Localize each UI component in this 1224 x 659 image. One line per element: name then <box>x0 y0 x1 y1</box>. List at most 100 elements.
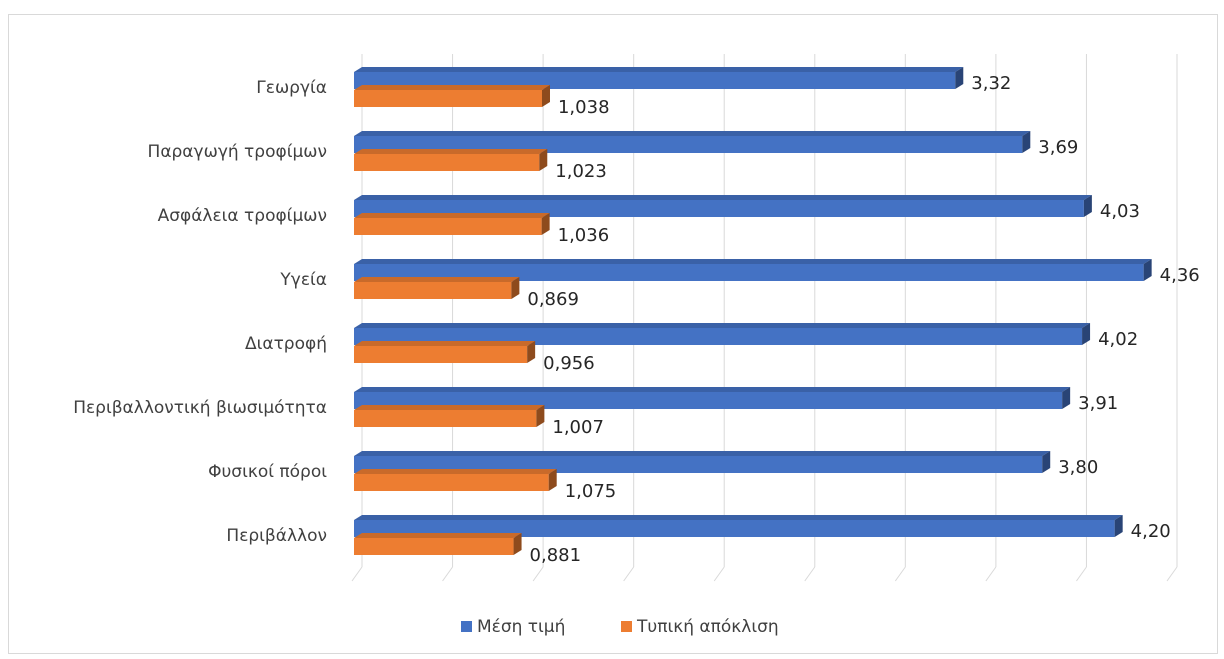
bar-face <box>354 328 1083 345</box>
bar-face <box>354 72 956 89</box>
bar-face <box>354 200 1084 217</box>
gridline-floor <box>894 566 906 582</box>
data-label: 1,036 <box>558 225 610 246</box>
bar-face <box>354 410 537 427</box>
bar-side <box>527 341 536 363</box>
bar-side <box>1022 131 1031 153</box>
legend-swatch <box>461 621 472 632</box>
bar-mean <box>354 195 1092 217</box>
bar-std <box>354 149 548 171</box>
bar-face <box>354 264 1144 281</box>
bar-face <box>354 136 1023 153</box>
bar-mean <box>354 515 1123 537</box>
gridline-floor <box>1166 566 1178 582</box>
data-label: 3,32 <box>971 73 1011 94</box>
bar-mean <box>354 259 1152 281</box>
gridline-floor <box>713 566 725 582</box>
bar-mean <box>354 451 1051 473</box>
bar-top <box>354 259 1152 264</box>
bar-std <box>354 213 550 235</box>
bar-top <box>354 387 1071 392</box>
category-label: Περιβαλλοντική βιωσιμότητα <box>73 398 327 418</box>
data-label: 0,881 <box>530 545 582 566</box>
bar-face <box>354 282 512 299</box>
bar-top <box>354 451 1051 456</box>
bar-face <box>354 154 540 171</box>
gridline-floor <box>804 566 816 582</box>
gridline-floor <box>623 566 635 582</box>
bar-std <box>354 277 520 299</box>
legend-label: Μέση τιμή <box>477 617 565 637</box>
bar-top <box>354 341 536 346</box>
data-label: 0,956 <box>543 353 595 374</box>
bar-std <box>354 85 550 107</box>
data-label: 4,20 <box>1131 521 1171 542</box>
bar-face <box>354 538 514 555</box>
bar-std <box>354 341 536 363</box>
bar-face <box>354 456 1043 473</box>
bar-face <box>354 346 528 363</box>
bar-top <box>354 67 964 72</box>
bar-top <box>354 85 550 90</box>
data-label: 0,869 <box>527 289 579 310</box>
legend-swatch <box>621 621 632 632</box>
category-label: Γεωργία <box>256 78 327 98</box>
data-label: 3,69 <box>1038 137 1078 158</box>
bar-mean <box>354 67 964 89</box>
data-label: 1,007 <box>552 417 604 438</box>
bar-top <box>354 323 1091 328</box>
bar-face <box>354 474 549 491</box>
bar-top <box>354 213 550 218</box>
chart-frame: Γεωργία 3,32 1,038 Παραγωγή τροφίμων 3,69 1,0… <box>8 14 1218 654</box>
bar-side <box>536 405 545 427</box>
data-label: 3,91 <box>1078 393 1118 414</box>
bar-side <box>1083 195 1092 217</box>
bar-side <box>955 67 964 89</box>
bar-side <box>1042 451 1051 473</box>
bar-top <box>354 149 548 154</box>
bar-std <box>354 405 545 427</box>
bar-face <box>354 90 542 107</box>
category-label: Παραγωγή τροφίμων <box>148 142 327 162</box>
bar-top <box>354 131 1031 136</box>
data-label: 3,80 <box>1058 457 1098 478</box>
bar-side <box>511 277 520 299</box>
bar-side <box>541 85 550 107</box>
category-label: Περιβάλλον <box>226 526 327 546</box>
bar-side <box>539 149 548 171</box>
bar-side <box>1114 515 1123 537</box>
data-label: 4,02 <box>1098 329 1138 350</box>
bar-side <box>1143 259 1152 281</box>
bar-side <box>548 469 557 491</box>
bar-std <box>354 533 522 555</box>
bar-side <box>1062 387 1071 409</box>
legend-label: Τυπική απόκλιση <box>636 617 779 637</box>
bar-top <box>354 515 1123 520</box>
bar-top <box>354 195 1092 200</box>
bar-chart: Γεωργία 3,32 1,038 Παραγωγή τροφίμων 3,69 1,0… <box>73 54 1200 637</box>
data-label: 1,023 <box>555 161 607 182</box>
category-label: Ασφάλεια τροφίμων <box>158 206 327 226</box>
category-label: Φυσικοί πόροι <box>208 462 327 482</box>
bar-mean <box>354 131 1031 153</box>
bar-mean <box>354 323 1091 345</box>
data-label: 4,03 <box>1100 201 1140 222</box>
bar-side <box>541 213 550 235</box>
gridline-floor <box>351 566 363 582</box>
category-label: Διατροφή <box>245 334 327 354</box>
data-label: 4,36 <box>1160 265 1200 286</box>
bar-top <box>354 533 522 538</box>
data-label: 1,075 <box>565 481 617 502</box>
legend: Μέση τιμή Τυπική απόκλιση <box>461 617 779 637</box>
bar-face <box>354 520 1115 537</box>
bar-top <box>354 277 520 282</box>
data-label: 1,038 <box>558 97 610 118</box>
bar-std <box>354 469 557 491</box>
gridline-floor <box>1076 566 1087 582</box>
bar-face <box>354 392 1063 409</box>
bar-side <box>1082 323 1091 345</box>
bar-face <box>354 218 542 235</box>
bar-mean <box>354 387 1071 409</box>
bar-top <box>354 405 545 410</box>
gridline-floor <box>442 566 453 582</box>
